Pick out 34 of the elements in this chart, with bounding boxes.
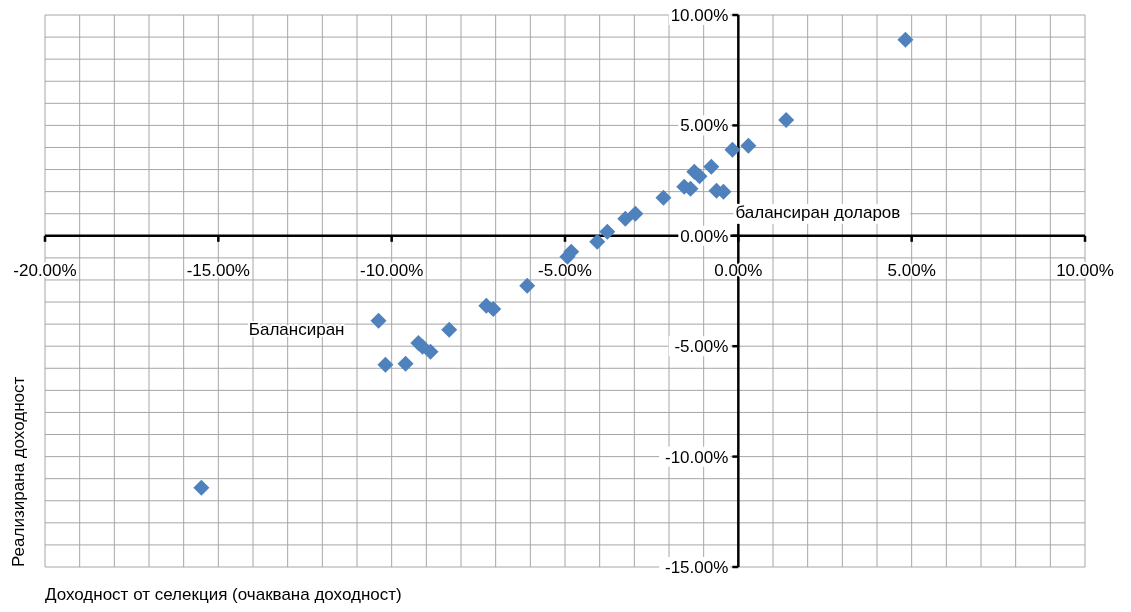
point bbox=[655, 189, 672, 206]
x-tick-label: -5.00% bbox=[538, 260, 592, 280]
point bbox=[397, 355, 414, 372]
point bbox=[691, 168, 708, 185]
point bbox=[627, 205, 644, 222]
y-tick-label: -10.00% bbox=[665, 447, 729, 467]
y-tick-label: 10.00% bbox=[670, 5, 729, 25]
point bbox=[589, 233, 606, 250]
point bbox=[377, 356, 394, 373]
point bbox=[724, 141, 741, 158]
x-tick-label: 5.00% bbox=[887, 260, 936, 280]
y-tick-label: 0.00% bbox=[680, 226, 729, 246]
y-tick-label: -5.00% bbox=[674, 337, 729, 357]
point bbox=[703, 158, 720, 175]
point bbox=[422, 343, 439, 360]
point bbox=[778, 111, 795, 128]
x-axis-title: Доходност от селекция (очаквана доходност) bbox=[45, 585, 402, 604]
point bbox=[740, 137, 757, 154]
y-axis-title: Реализирана доходност bbox=[9, 376, 28, 567]
x-tick-label: -15.00% bbox=[186, 260, 250, 280]
x-tick-label: -10.00% bbox=[360, 260, 424, 280]
point bbox=[441, 321, 458, 338]
point bbox=[519, 277, 536, 294]
y-tick-label: 5.00% bbox=[680, 116, 729, 136]
point bbox=[370, 312, 387, 329]
y-tick-label: -15.00% bbox=[665, 557, 729, 577]
point bbox=[599, 223, 616, 240]
point bbox=[897, 31, 914, 48]
point bbox=[617, 210, 634, 227]
x-tick-label: -20.00% bbox=[13, 260, 77, 280]
x-tick-label: 10.00% bbox=[1056, 260, 1114, 280]
annotation: Балансиран bbox=[248, 319, 345, 339]
point bbox=[193, 479, 210, 496]
annotation: балансиран доларов bbox=[735, 202, 901, 222]
